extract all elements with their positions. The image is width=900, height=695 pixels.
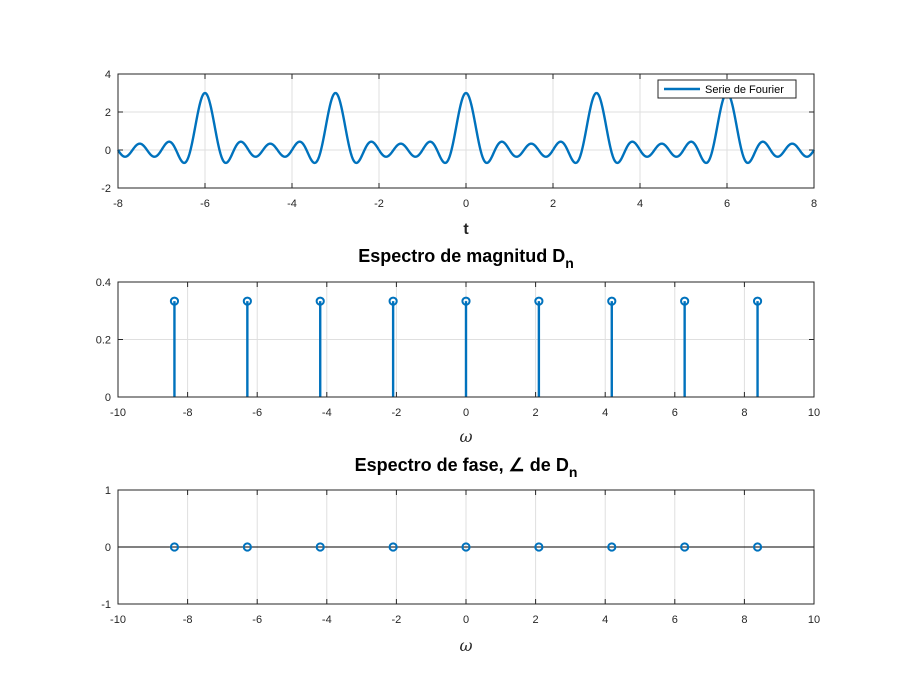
y-tick-label: 0.4 — [96, 277, 111, 289]
axes-box — [117, 73, 815, 189]
stem-marker — [752, 296, 763, 306]
x-tick-label: 4 — [602, 407, 608, 419]
x-tick-label: -10 — [110, 407, 126, 419]
y-tick-label: 2 — [105, 107, 111, 119]
x-tick-label: -8 — [183, 614, 193, 626]
y-tick-label: 0 — [105, 542, 111, 554]
stem-marker — [315, 542, 325, 552]
x-tick-label: 0 — [463, 407, 469, 419]
axes-box — [117, 281, 815, 398]
stem-marker — [680, 296, 690, 306]
stem-marker — [752, 542, 763, 552]
x-tick-label: -6 — [252, 614, 262, 626]
y-tick-label: 0 — [105, 145, 111, 157]
chart-title: Espectro de fase, ∠ de Dn — [355, 455, 578, 480]
x-tick-label: -4 — [287, 198, 297, 210]
legend-box — [657, 79, 797, 99]
x-tick-label: -8 — [113, 198, 123, 210]
axes-box — [117, 489, 815, 605]
stem-marker — [315, 296, 325, 306]
stem-marker — [461, 296, 471, 306]
x-axis-label: ω — [459, 636, 472, 655]
stem-marker — [169, 296, 180, 306]
y-tick-label: 0 — [105, 392, 111, 404]
stem-marker — [388, 296, 398, 306]
chart-title: Espectro de magnitud Dn — [358, 246, 574, 271]
x-tick-label: 8 — [811, 198, 817, 210]
x-tick-label: 10 — [808, 614, 820, 626]
x-tick-label: 2 — [533, 614, 539, 626]
x-tick-label: 10 — [808, 407, 820, 419]
stem-marker — [388, 542, 398, 552]
x-tick-label: -4 — [322, 614, 332, 626]
stem-marker — [680, 542, 690, 552]
x-tick-label: 6 — [672, 407, 678, 419]
stem-marker — [607, 542, 617, 552]
x-tick-label: 4 — [602, 614, 608, 626]
x-tick-label: -2 — [392, 407, 402, 419]
legend-entry: Serie de Fourier — [705, 84, 784, 96]
x-axis-label: ω — [459, 427, 472, 446]
x-tick-label: -6 — [252, 407, 262, 419]
stem-marker — [607, 296, 617, 306]
x-tick-label: 0 — [463, 614, 469, 626]
legend: Serie de Fourier — [657, 79, 797, 99]
x-tick-label: 4 — [637, 198, 643, 210]
stem-marker — [169, 542, 180, 552]
y-tick-label: 0.2 — [96, 335, 111, 347]
x-tick-label: -8 — [183, 407, 193, 419]
x-tick-label: 8 — [741, 407, 747, 419]
x-tick-label: 6 — [724, 198, 730, 210]
y-tick-label: -1 — [101, 599, 111, 611]
x-tick-label: -2 — [374, 198, 384, 210]
x-tick-label: 2 — [550, 198, 556, 210]
x-tick-label: -2 — [392, 614, 402, 626]
stem-marker — [534, 542, 544, 552]
y-tick-label: 1 — [105, 485, 111, 497]
x-tick-label: 2 — [533, 407, 539, 419]
x-tick-label: 6 — [672, 614, 678, 626]
chart-panel-1: -8 -6 -4 -2 0 2 4 6 8 -2 0 2 4 t Serie de Fourier — [101, 69, 817, 238]
y-tick-label: -2 — [101, 183, 111, 195]
x-tick-label: -4 — [322, 407, 332, 419]
x-axis-label: t — [463, 221, 469, 238]
x-tick-label: 8 — [741, 614, 747, 626]
series-line-serie-de-fourier — [116, 91, 816, 165]
stem-marker — [534, 296, 544, 306]
x-tick-label: -6 — [200, 198, 210, 210]
x-tick-label: 0 — [463, 198, 469, 210]
x-tick-label: -10 — [110, 614, 126, 626]
stem-marker — [461, 542, 471, 552]
y-tick-label: 4 — [105, 69, 111, 81]
stem-marker — [242, 296, 252, 306]
stem-marker — [242, 542, 252, 552]
chart-panel-2: -10 -8 -6 -4 -2 0 2 4 6 8 10 0 0.2 0.4 ω Espectro de ma… — [96, 246, 820, 446]
